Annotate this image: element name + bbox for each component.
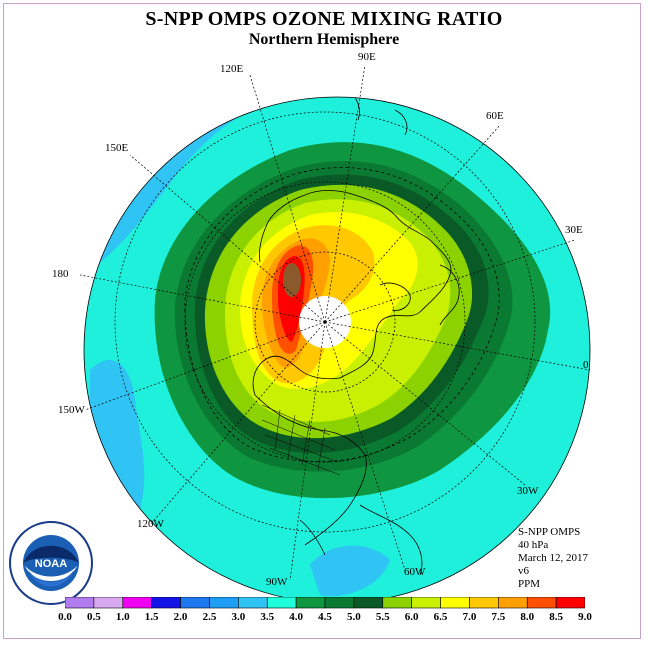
- lon-label-150e: 150E: [105, 142, 129, 154]
- lon-label-60w: 60W: [404, 566, 426, 578]
- colorbar-swatch: [266, 597, 297, 609]
- us-state-borders: [261, 404, 341, 476]
- info-units: PPM: [518, 578, 541, 590]
- colorbar-tick-label: 1.0: [115, 611, 130, 623]
- colorbar-tick-label: 9.0: [578, 611, 592, 623]
- colorbar-tick-label: 3.5: [260, 611, 275, 623]
- colorbar-swatch: [238, 597, 268, 609]
- colorbar-swatch: [526, 597, 557, 609]
- lon-label-90e: 90E: [358, 51, 376, 63]
- info-level: 40 hPa: [518, 539, 549, 551]
- lon-label-30w: 30W: [517, 485, 539, 497]
- lon-label-150w: 150W: [58, 404, 85, 416]
- lon-label-180: 180: [52, 268, 69, 280]
- colorbar-swatch: [440, 597, 470, 609]
- lon-label-0: 0: [583, 359, 589, 371]
- colorbar-tick-label: 0.5: [87, 611, 101, 623]
- info-date: March 12, 2017: [518, 552, 588, 564]
- colorbar-tick-label: 2.5: [202, 611, 217, 623]
- page-frame: [3, 3, 641, 639]
- colorbar-tick-label: 8.5: [549, 611, 563, 623]
- colorbar-swatch: [498, 597, 528, 609]
- colorbar-swatch: [555, 597, 585, 609]
- colorbar-tick-label: 0.0: [58, 611, 72, 623]
- graticule: [79, 64, 591, 581]
- colorbar-tick-label: 6.0: [404, 611, 419, 623]
- lon-label-60e: 60E: [486, 110, 504, 122]
- coastlines: [252, 97, 460, 576]
- contour-dashed: [184, 167, 500, 463]
- map-subtitle: Northern Hemisphere: [248, 31, 400, 48]
- colorbar-swatch: [382, 597, 412, 609]
- colorbar-tick-label: 7.0: [462, 611, 477, 623]
- colorbar-swatch: [295, 597, 326, 609]
- colorbar-swatch: [324, 597, 355, 609]
- colorbar-tick-label: 2.0: [173, 611, 188, 623]
- ozone-region-3.0-3.5-south: [310, 545, 390, 597]
- map-info: S-NPP OMPS 40 hPa March 12, 2017 v6 PPM: [518, 526, 588, 591]
- colorbar-tick-label: 3.0: [231, 611, 246, 623]
- colorbar-tick-label: 5.0: [347, 611, 361, 623]
- colorbar: [65, 597, 585, 609]
- colorbar-swatch: [93, 597, 124, 609]
- lon-label-90w: 90W: [266, 576, 288, 588]
- colorbar-tick-label: 8.0: [520, 611, 535, 623]
- colorbar-tick-label: 1.5: [144, 611, 159, 623]
- colorbar-tick-label: 4.0: [289, 611, 303, 623]
- colorbar-swatch: [411, 597, 441, 609]
- ozone-region-9.0-plus: [283, 263, 301, 297]
- lon-label-120w: 120W: [137, 518, 164, 530]
- colorbar-tick-label: 4.5: [318, 611, 332, 623]
- info-version: v6: [518, 565, 529, 577]
- colorbar-swatch: [151, 597, 181, 609]
- colorbar-tick-label: 6.5: [433, 611, 448, 623]
- map-title: S-NPP OMPS OZONE MIXING RATIO: [145, 8, 503, 30]
- lon-label-120e: 120E: [220, 63, 244, 75]
- info-instrument: S-NPP OMPS: [518, 526, 581, 538]
- lon-label-30e: 30E: [565, 224, 583, 236]
- colorbar-tick-label: 5.5: [375, 611, 390, 623]
- noaa-logo: NOAA: [9, 521, 93, 605]
- colorbar-swatch: [180, 597, 210, 609]
- colorbar-tick-label: 7.5: [491, 611, 506, 623]
- logo-text: NOAA: [35, 558, 67, 570]
- colorbar-swatch: [122, 597, 152, 609]
- colorbar-swatch: [469, 597, 499, 609]
- colorbar-swatch: [353, 597, 384, 609]
- ozone-region-3.0-3.5-west: [90, 360, 145, 510]
- colorbar-swatch: [65, 597, 95, 609]
- colorbar-swatch: [209, 597, 239, 609]
